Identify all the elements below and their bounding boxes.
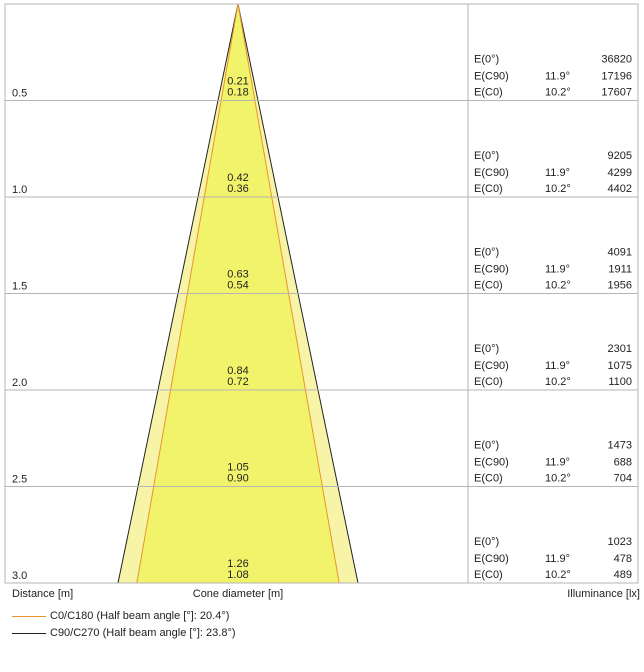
cone-diameter-c90: 0.84 xyxy=(227,365,248,377)
illuminance-e0-value: 1473 xyxy=(608,440,632,452)
illuminance-e0-label: E(0°) xyxy=(474,54,499,66)
illuminance-ec90-label: E(C90) xyxy=(474,457,509,469)
cone-diameter-c0: 1.08 xyxy=(227,569,248,581)
illuminance-ec0-label: E(C0) xyxy=(474,87,503,99)
illuminance-ec90-label: E(C90) xyxy=(474,167,509,179)
distance-label: 0.5 xyxy=(12,88,27,100)
cone-diameter-c90: 1.05 xyxy=(227,462,248,474)
illuminance-ec0-angle: 10.2° xyxy=(545,473,571,485)
illuminance-e0-value: 2301 xyxy=(608,343,632,355)
legend-item-c90: C90/C270 (Half beam angle [°]: 23.8°) xyxy=(12,627,236,639)
cone-diameter-c90: 0.63 xyxy=(227,269,248,281)
illuminance-ec90-value: 478 xyxy=(614,553,632,565)
legend-swatch-c90 xyxy=(12,632,46,634)
illuminance-ec0-value: 4402 xyxy=(608,183,632,195)
illuminance-ec0-value: 489 xyxy=(614,569,632,581)
illuminance-ec0-angle: 10.2° xyxy=(545,280,571,292)
illuminance-e0-value: 1023 xyxy=(608,536,632,548)
illuminance-e0-label: E(0°) xyxy=(474,247,499,259)
cone-diameter-c90: 0.21 xyxy=(227,76,248,88)
cone-diameter-c90: 0.42 xyxy=(227,172,248,184)
cone-diameter-c0: 0.72 xyxy=(227,376,248,388)
distance-label: 2.5 xyxy=(12,474,27,486)
illuminance-e0-value: 4091 xyxy=(608,247,632,259)
illuminance-ec90-value: 4299 xyxy=(608,167,632,179)
illuminance-ec90-label: E(C90) xyxy=(474,360,509,372)
legend-label-c90: C90/C270 (Half beam angle [°]: 23.8°) xyxy=(50,627,236,639)
cone-diameter-c0: 0.90 xyxy=(227,473,248,485)
illuminance-ec90-angle: 11.9° xyxy=(545,264,570,276)
distance-label: 2.0 xyxy=(12,377,27,389)
legend-item-c0: C0/C180 (Half beam angle [°]: 20.4°) xyxy=(12,610,229,622)
illuminance-e0-label: E(0°) xyxy=(474,150,499,162)
illuminance-ec0-angle: 10.2° xyxy=(545,569,571,581)
illuminance-ec90-value: 688 xyxy=(614,457,632,469)
cone-diameter-c0: 0.36 xyxy=(227,183,248,195)
illuminance-ec90-angle: 11.9° xyxy=(545,553,570,565)
illuminance-ec0-label: E(C0) xyxy=(474,569,503,581)
illuminance-ec0-label: E(C0) xyxy=(474,183,503,195)
illuminance-ec0-value: 1100 xyxy=(608,376,632,388)
distance-label: 1.5 xyxy=(12,281,27,293)
axis-label-distance: Distance [m] xyxy=(12,588,73,600)
axis-label-cone-diameter: Cone diameter [m] xyxy=(193,588,283,600)
illuminance-ec90-label: E(C90) xyxy=(474,71,509,83)
illuminance-ec0-angle: 10.2° xyxy=(545,376,571,388)
cone-diameter-c90: 1.26 xyxy=(227,558,248,570)
illuminance-ec0-value: 1956 xyxy=(608,280,632,292)
illuminance-e0-label: E(0°) xyxy=(474,536,499,548)
illuminance-ec90-angle: 11.9° xyxy=(545,167,570,179)
illuminance-ec90-angle: 11.9° xyxy=(545,71,570,83)
illuminance-ec90-value: 1911 xyxy=(608,264,632,276)
illuminance-e0-value: 9205 xyxy=(608,150,632,162)
cone-diameter-c0: 0.54 xyxy=(227,280,248,292)
illuminance-e0-label: E(0°) xyxy=(474,440,499,452)
illuminance-ec0-angle: 10.2° xyxy=(545,87,571,99)
axis-label-illuminance: Illuminance [lx] xyxy=(567,588,640,600)
illuminance-ec0-value: 704 xyxy=(614,473,632,485)
illuminance-ec90-angle: 11.9° xyxy=(545,360,570,372)
illuminance-ec90-label: E(C90) xyxy=(474,553,509,565)
illuminance-e0-label: E(0°) xyxy=(474,343,499,355)
distance-label: 3.0 xyxy=(12,570,27,582)
illuminance-ec90-value: 1075 xyxy=(608,360,632,372)
cone-diagram: 0.5 0.210.18 E(0°) 36820 E(C90) 11.9° 17196 E(C… xyxy=(4,3,640,600)
cone-diameter-c0: 0.18 xyxy=(227,87,248,99)
illuminance-ec90-value: 17196 xyxy=(601,71,632,83)
illuminance-ec90-angle: 11.9° xyxy=(545,457,570,469)
legend-swatch-c0 xyxy=(12,615,46,617)
legend-label-c0: C0/C180 (Half beam angle [°]: 20.4°) xyxy=(50,610,230,622)
illuminance-e0-value: 36820 xyxy=(601,54,632,66)
distance-label: 1.0 xyxy=(12,184,27,196)
illuminance-ec0-label: E(C0) xyxy=(474,376,503,388)
illuminance-ec0-angle: 10.2° xyxy=(545,183,571,195)
illuminance-ec0-label: E(C0) xyxy=(474,280,503,292)
illuminance-ec0-label: E(C0) xyxy=(474,473,503,485)
illuminance-ec0-value: 17607 xyxy=(601,87,632,99)
illuminance-ec90-label: E(C90) xyxy=(474,264,509,276)
